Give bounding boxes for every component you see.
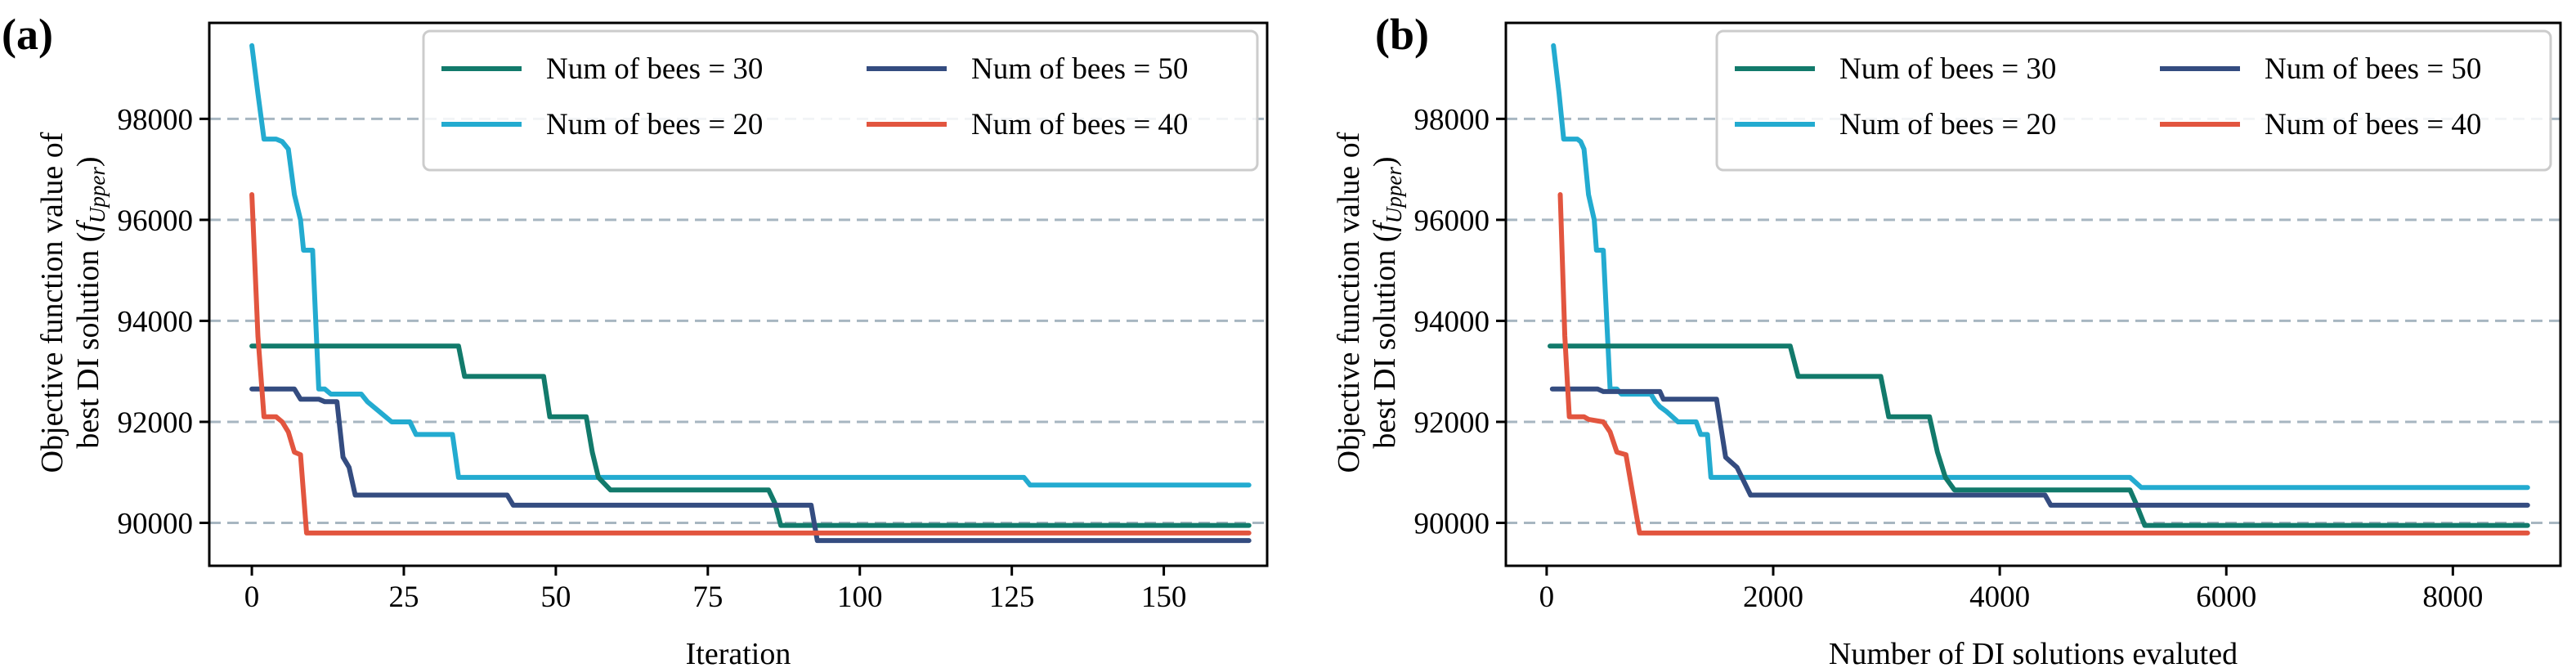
panel-a-x-axis-label: Iteration (686, 637, 791, 668)
legend-label-bees-50: Num of bees = 50 (971, 52, 1188, 86)
series-line-bees-40 (1557, 192, 2530, 536)
series-line-bees-20 (1551, 43, 2530, 491)
panel-a-letter: (a) (2, 10, 53, 59)
y-tick-label: 98000 (1414, 103, 1490, 137)
legend-frame (422, 29, 1259, 172)
x-tick-label: 6000 (2196, 581, 2256, 614)
legend-label-bees-20: Num of bees = 20 (546, 108, 763, 141)
legend-label-bees-30: Num of bees = 30 (546, 52, 763, 86)
y-tick-label: 92000 (1414, 406, 1490, 440)
panel-b-y-axis-label: Objective function value of best DI solu… (1332, 132, 1406, 473)
panel-a-y-axis-label-line1: Objective function value of (35, 132, 69, 473)
panel-a-gridlines (209, 117, 1267, 524)
x-tick-label: 8000 (2422, 581, 2483, 614)
panel-a-y-axis-label-line2: best DI solution (fUpper) (71, 156, 110, 448)
panel-a-series (249, 43, 1252, 544)
x-tick-label: 0 (244, 581, 260, 614)
series-line-bees-40 (249, 192, 1252, 536)
panel-b-y-axis-label-line2: best DI solution (fUpper) (1368, 156, 1406, 448)
y-tick-label: 98000 (118, 103, 194, 137)
panel-b-chart: (b) 0 2000 4000 6000 8000 90000 92000 94000 9600… (1332, 10, 2562, 668)
y-tick-label: 96000 (1414, 204, 1490, 238)
panel-b-series (1548, 43, 2530, 536)
y-tick-label: 94000 (1414, 305, 1490, 338)
legend-label-bees-50: Num of bees = 50 (2265, 52, 2481, 86)
x-tick-label: 75 (692, 581, 723, 614)
y-tick-label: 96000 (118, 204, 194, 238)
y-tick-label: 92000 (118, 406, 194, 440)
panel-a-y-axis-label: Objective function value of best DI solu… (35, 132, 110, 473)
x-tick-label: 50 (540, 581, 571, 614)
x-tick-label: 100 (837, 581, 883, 614)
legend-frame (1715, 29, 2552, 172)
series-line-bees-30 (249, 343, 1252, 528)
series-line-bees-50 (249, 386, 1252, 544)
y-tick-label: 94000 (118, 305, 194, 338)
panel-b-legend: Num of bees = 30 Num of bees = 50 Num of b… (1715, 29, 2552, 172)
panel-b-letter: (b) (1375, 10, 1429, 59)
panel-a-chart: (a) 0 25 50 75 100 125 150 90000 92000 94000 96000… (2, 10, 1269, 668)
panel-b-gridlines (1506, 117, 2560, 524)
x-tick-label: 0 (1539, 581, 1555, 614)
y-tick-label: 90000 (118, 507, 194, 540)
x-tick-label: 4000 (1969, 581, 2030, 614)
panel-b-y-axis-label-line1: Objective function value of (1332, 132, 1366, 473)
legend-label-bees-30: Num of bees = 30 (1839, 52, 2056, 86)
y-tick-label: 90000 (1414, 507, 1490, 540)
series-line-bees-30 (1548, 343, 2530, 528)
panel-b-x-axis-label: Number of DI solutions evaluted (1829, 637, 2238, 668)
legend-label-bees-40: Num of bees = 40 (971, 108, 1188, 141)
panel-b-axes-frame (1504, 21, 2562, 567)
panel-a-ticks: 0 25 50 75 100 125 150 90000 92000 94000 96000 9800… (118, 103, 1187, 614)
panel-a-legend: Num of bees = 30 Num of bees = 50 Num of b… (422, 29, 1259, 172)
series-line-bees-20 (249, 43, 1252, 488)
x-tick-label: 2000 (1743, 581, 1803, 614)
legend-label-bees-40: Num of bees = 40 (2265, 108, 2481, 141)
x-tick-label: 150 (1141, 581, 1187, 614)
legend-label-bees-20: Num of bees = 20 (1839, 108, 2056, 141)
series-line-bees-50 (1549, 386, 2530, 508)
panel-b-ticks: 0 2000 4000 6000 8000 90000 92000 94000 96000 980… (1414, 103, 2484, 614)
x-tick-label: 125 (989, 581, 1035, 614)
x-tick-label: 25 (388, 581, 419, 614)
panel-a-axes-frame (208, 21, 1269, 567)
